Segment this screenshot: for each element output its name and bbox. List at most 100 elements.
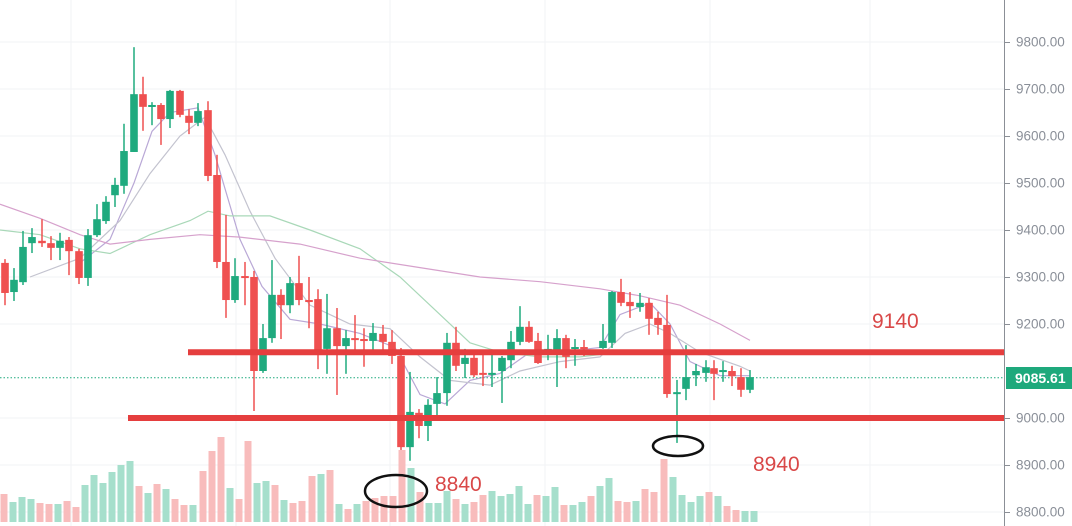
candle-body[interactable] [737,377,745,390]
candle-body[interactable] [56,240,64,248]
moving-average-line [0,203,751,341]
candle-body[interactable] [305,300,313,303]
candle-body[interactable] [626,301,634,307]
volume-bar [317,474,325,522]
volume-bar [696,496,704,522]
candle-body[interactable] [682,377,690,389]
volume-bar [569,505,577,522]
volume-bar [461,504,469,522]
axis-tick [1004,512,1010,513]
candle-body[interactable] [654,317,662,325]
volume-bar [362,501,370,522]
candle-body[interactable] [488,372,496,375]
volume-bar [226,488,234,522]
candle-body[interactable] [84,235,92,278]
volume-bar [678,495,686,522]
candle-body[interactable] [645,302,653,319]
candle-body[interactable] [277,294,285,306]
candle-body[interactable] [710,368,718,374]
candle-body[interactable] [222,261,230,301]
candle-body[interactable] [38,240,46,244]
candle-body[interactable] [166,90,174,120]
candle-body[interactable] [470,357,478,376]
candle-body[interactable] [204,110,212,176]
candle-body[interactable] [636,302,644,308]
candle-body[interactable] [231,276,239,301]
volume-bar [45,504,53,522]
candle-body[interactable] [663,324,671,395]
candle-body[interactable] [148,104,156,107]
candle-body[interactable] [176,90,184,115]
candle-body[interactable] [111,184,119,196]
candle-body[interactable] [1,262,9,293]
candle-body[interactable] [562,338,570,357]
candle-body[interactable] [498,357,506,371]
candle-body[interactable] [617,292,625,303]
candle-body[interactable] [314,299,322,350]
candle-body[interactable] [139,94,147,107]
candle-body[interactable] [213,175,221,262]
price-axis-label: 8800.00 [1016,504,1065,520]
candle-body[interactable] [19,246,27,283]
axis-tick [1004,418,1010,419]
volume-bar [497,496,505,522]
volume-bar [596,486,604,522]
candle-body[interactable] [369,332,377,341]
candle-body[interactable] [728,371,736,377]
candle-body[interactable] [268,294,276,339]
highlight-ellipse [651,434,705,458]
candle-body[interactable] [388,341,396,356]
candle-body[interactable] [28,237,36,244]
candle-body[interactable] [580,347,588,350]
candle-body[interactable] [194,111,202,123]
candle-body[interactable] [241,276,249,279]
candle-body[interactable] [65,239,73,252]
candle-body[interactable] [692,371,700,376]
candle-body[interactable] [571,347,579,350]
candle-body[interactable] [102,201,110,222]
candle-body[interactable] [461,357,469,364]
candle-body[interactable] [746,377,754,390]
candle-body[interactable] [333,328,341,347]
candle-body[interactable] [379,333,387,342]
candle-body[interactable] [250,277,258,371]
candle-body[interactable] [120,151,128,186]
candle-body[interactable] [406,411,414,448]
candle-body[interactable] [10,279,18,293]
candle-body[interactable] [93,219,101,236]
volume-bar [253,483,261,522]
candle-body[interactable] [525,326,533,342]
candle-body[interactable] [286,283,294,306]
candle-body[interactable] [702,367,710,373]
candle-body[interactable] [673,392,681,395]
candle-body[interactable] [553,338,561,350]
price-axis[interactable]: 9800.00 9700.00 9600.00 9500.00 9400.00 9300.… [1004,0,1072,526]
candle-body[interactable] [397,355,405,448]
volume-bar [479,495,487,522]
volume-bar [443,491,451,522]
price-axis-label: 8900.00 [1016,457,1065,473]
candle-body[interactable] [185,115,193,123]
candle-body[interactable] [360,339,368,342]
candle-body[interactable] [433,393,441,404]
candle-body[interactable] [599,340,607,348]
candle-body[interactable] [75,251,83,278]
candle-body[interactable] [157,104,165,120]
candle-body[interactable] [47,243,55,248]
candle-body[interactable] [479,372,487,375]
candle-body[interactable] [719,370,727,373]
volume-bar [632,501,640,522]
volume-bar [669,477,677,522]
candle-body[interactable] [295,283,303,301]
candle-body[interactable] [443,342,451,394]
candle-body[interactable] [130,94,138,152]
candle-body[interactable] [323,328,331,349]
candle-body[interactable] [351,338,359,341]
candle-body[interactable] [608,292,616,343]
candle-body[interactable] [342,338,350,347]
candle-body[interactable] [516,326,524,342]
chart-plot-area[interactable] [0,0,1004,526]
volume-bar [335,504,343,522]
volume-bar [723,506,731,522]
